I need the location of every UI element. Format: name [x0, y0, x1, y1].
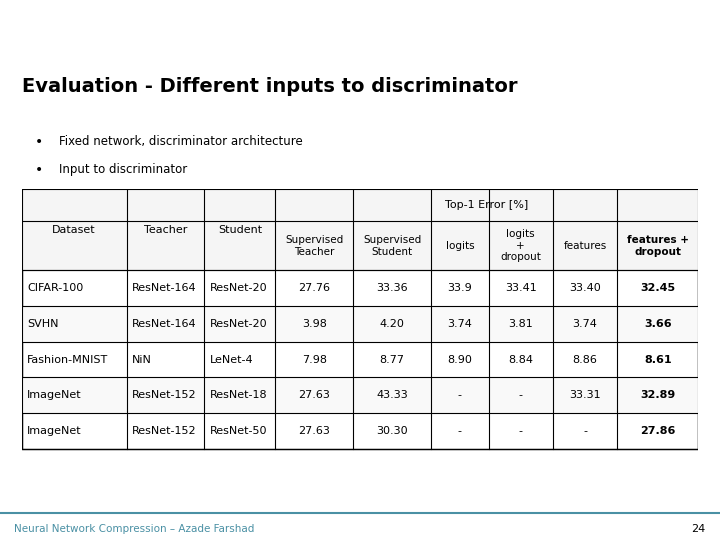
- Text: features: features: [564, 241, 607, 251]
- Text: ResNet-164: ResNet-164: [132, 319, 197, 329]
- Bar: [22, 377, 698, 413]
- Text: SVHN: SVHN: [27, 319, 58, 329]
- Text: -: -: [518, 426, 523, 436]
- Text: 3.74: 3.74: [572, 319, 598, 329]
- Text: 32.45: 32.45: [640, 284, 675, 293]
- Text: NiN: NiN: [132, 355, 152, 365]
- FancyBboxPatch shape: [583, 4, 713, 53]
- Text: 32.89: 32.89: [640, 390, 675, 400]
- Text: logits
+
dropout: logits + dropout: [500, 230, 541, 262]
- Text: 8.61: 8.61: [644, 355, 672, 365]
- Text: 27.63: 27.63: [298, 390, 330, 400]
- Text: 33.36: 33.36: [377, 284, 408, 293]
- Text: 33.40: 33.40: [570, 284, 601, 293]
- Text: ResNet-50: ResNet-50: [210, 426, 267, 436]
- Text: 33.9: 33.9: [447, 284, 472, 293]
- Text: ImageNet: ImageNet: [27, 390, 81, 400]
- Text: 8.77: 8.77: [379, 355, 405, 365]
- Text: -: -: [458, 390, 462, 400]
- Text: ResNet-20: ResNet-20: [210, 319, 267, 329]
- Text: Supervised
Teacher: Supervised Teacher: [285, 235, 343, 256]
- Text: 27.63: 27.63: [298, 426, 330, 436]
- Text: 33.41: 33.41: [505, 284, 536, 293]
- Text: 3.66: 3.66: [644, 319, 672, 329]
- Text: Neural Network Compression – Azade Farshad: Neural Network Compression – Azade Farsh…: [14, 524, 255, 534]
- Text: 8.86: 8.86: [572, 355, 598, 365]
- Text: Evaluation - Different inputs to discriminator: Evaluation - Different inputs to discrim…: [22, 77, 517, 96]
- Text: -: -: [583, 426, 587, 436]
- Text: Fixed network, discriminator architecture: Fixed network, discriminator architectur…: [59, 134, 302, 147]
- Text: 30.30: 30.30: [377, 426, 408, 436]
- Text: ResNet-152: ResNet-152: [132, 426, 197, 436]
- Text: ResNet-152: ResNet-152: [132, 390, 197, 400]
- Text: 8.84: 8.84: [508, 355, 534, 365]
- Text: 27.76: 27.76: [298, 284, 330, 293]
- Text: 3.81: 3.81: [508, 319, 533, 329]
- Text: •: •: [35, 163, 43, 177]
- Bar: [22, 306, 698, 342]
- Text: Dataset: Dataset: [53, 225, 96, 235]
- Text: CIFAR-100: CIFAR-100: [27, 284, 84, 293]
- Text: Fashion-MNIST: Fashion-MNIST: [27, 355, 108, 365]
- Text: 27.86: 27.86: [640, 426, 675, 436]
- Text: 33.31: 33.31: [570, 390, 601, 400]
- Text: logits: logits: [446, 241, 474, 251]
- Text: ResNet-20: ResNet-20: [210, 284, 267, 293]
- Text: Computer Aided Medical Procedures | Technische Universität München: Computer Aided Medical Procedures | Tech…: [14, 21, 359, 31]
- Text: Teacher: Teacher: [144, 225, 187, 235]
- Text: 3.98: 3.98: [302, 319, 327, 329]
- Text: TUM: TUM: [650, 19, 691, 37]
- Text: -: -: [518, 390, 523, 400]
- Text: 43.33: 43.33: [377, 390, 408, 400]
- Text: ◦: ◦: [66, 192, 73, 205]
- Text: Student: Student: [218, 225, 262, 235]
- Text: LeNet-4: LeNet-4: [210, 355, 253, 365]
- Text: 3.74: 3.74: [447, 319, 472, 329]
- Bar: [22, 189, 698, 221]
- Text: 7.98: 7.98: [302, 355, 327, 365]
- Text: ResNet-164: ResNet-164: [132, 284, 197, 293]
- Text: 8.90: 8.90: [447, 355, 472, 365]
- Text: ResNet-18: ResNet-18: [210, 390, 267, 400]
- Text: Top-1 Error [%]: Top-1 Error [%]: [445, 200, 528, 210]
- Text: features +
dropout: features + dropout: [627, 235, 689, 256]
- Text: Logits, Logits + dropout, Features, Features + dropout: Logits, Logits + dropout, Features, Feat…: [89, 192, 411, 205]
- Bar: [22, 221, 698, 271]
- Text: •: •: [35, 134, 43, 149]
- Text: 24: 24: [691, 524, 706, 534]
- Text: -: -: [458, 426, 462, 436]
- Text: ImageNet: ImageNet: [27, 426, 81, 436]
- Text: Supervised
Student: Supervised Student: [363, 235, 421, 256]
- Text: Input to discriminator: Input to discriminator: [59, 163, 187, 176]
- Text: 4.20: 4.20: [379, 319, 405, 329]
